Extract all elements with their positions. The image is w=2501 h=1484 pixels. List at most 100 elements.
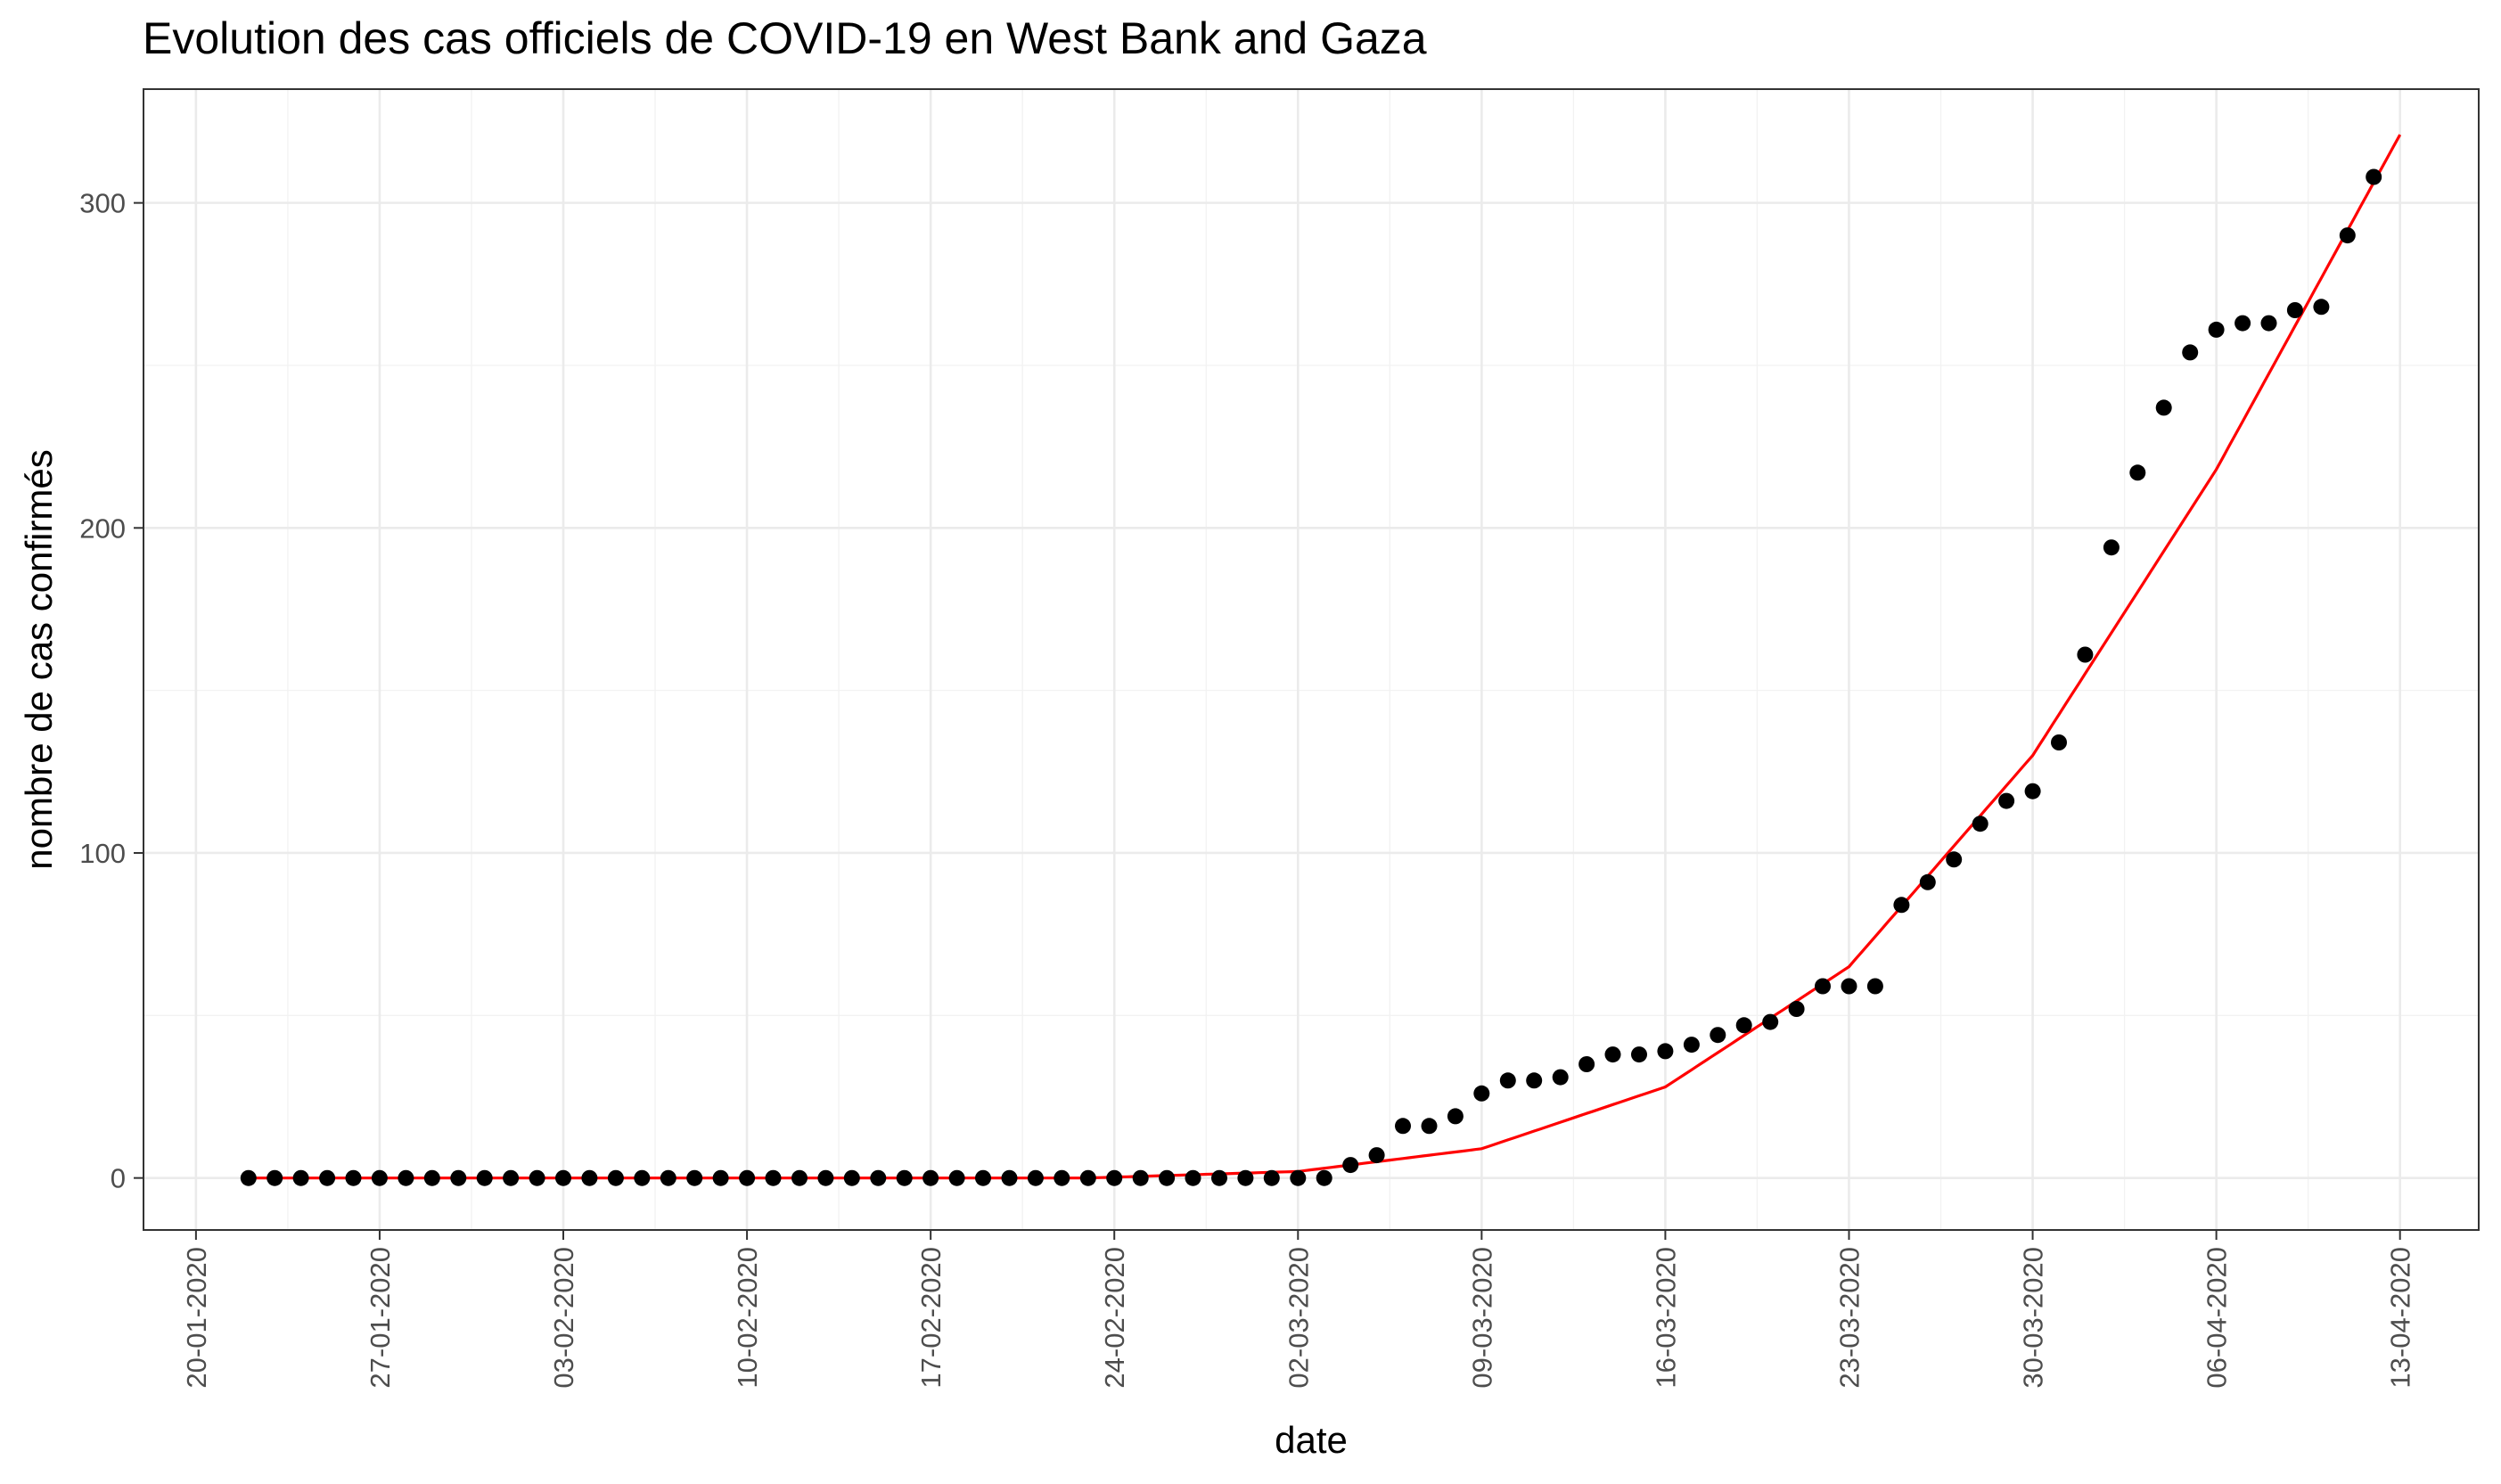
y-axis-title: nombre de cas confirmés [18,449,60,870]
data-point [1657,1043,1674,1060]
y-tick-label: 300 [79,188,126,219]
x-tick-label: 09-03-2020 [1466,1247,1497,1389]
x-axis-title: date [1275,1419,1348,1461]
data-point [398,1169,414,1186]
data-point [607,1169,624,1186]
data-point [870,1169,887,1186]
data-point [1185,1169,1201,1186]
data-point [266,1169,283,1186]
x-tick-label: 24-02-2020 [1099,1247,1130,1389]
data-point [1762,1013,1779,1030]
x-tick-label: 20-01-2020 [181,1247,212,1389]
data-point [292,1169,309,1186]
data-point [2366,168,2382,185]
x-tick-label: 27-01-2020 [365,1247,396,1389]
data-point [450,1169,467,1186]
data-point [1106,1169,1123,1186]
data-point [423,1169,440,1186]
data-point [1499,1072,1516,1089]
data-point [791,1169,808,1186]
data-point [2129,464,2146,481]
data-point [1473,1085,1490,1102]
data-point [319,1169,336,1186]
grid-minor [144,89,2479,1230]
data-point [1054,1169,1070,1186]
fit-layer [248,134,2402,1180]
data-point [2155,399,2172,416]
data-point [843,1169,860,1186]
y-tick-label: 100 [79,838,126,869]
data-point [975,1169,991,1186]
data-point [581,1169,598,1186]
data-point [1132,1169,1149,1186]
data-point [1815,978,1831,995]
data-point [1631,1046,1647,1063]
fit-curve [248,134,2402,1180]
data-point [2024,783,2041,799]
data-point [1866,978,1883,995]
data-point [1683,1037,1700,1054]
data-point [948,1169,965,1186]
data-point [2182,344,2199,361]
data-point [817,1169,834,1186]
data-point [1552,1069,1569,1086]
data-point [765,1169,782,1186]
x-tick-label: 02-03-2020 [1283,1247,1314,1389]
data-point [2077,646,2094,663]
x-tick-label: 13-04-2020 [2385,1247,2416,1389]
grid-major [144,89,2479,1230]
data-point [1788,1001,1805,1017]
data-point [529,1169,545,1186]
data-point [1946,851,1963,868]
data-point [503,1169,520,1186]
data-point [712,1169,729,1186]
x-tick-label: 06-04-2020 [2202,1247,2233,1389]
data-point [1421,1118,1438,1135]
data-point [345,1169,362,1186]
data-point [1841,978,1857,995]
data-point [240,1169,257,1186]
data-point [1368,1147,1385,1164]
data-point [1735,1017,1752,1034]
data-point [1447,1108,1464,1125]
data-point [634,1169,651,1186]
data-point [1159,1169,1176,1186]
data-point [1027,1169,1044,1186]
x-tick-label: 16-03-2020 [1650,1247,1681,1389]
points-layer [240,168,2382,1186]
data-point [922,1169,939,1186]
chart-title: Evolution des cas officiels de COVID-19 … [143,13,1427,63]
data-point [2339,227,2356,244]
data-point [1604,1046,1621,1063]
data-point [1998,792,2015,809]
data-point [371,1169,388,1186]
data-point [739,1169,756,1186]
x-tick-label: 03-02-2020 [548,1247,579,1389]
data-point [1079,1169,1096,1186]
data-point [1893,897,1910,914]
data-point [2286,302,2303,318]
data-point [2051,734,2067,750]
x-tick-label: 10-02-2020 [732,1247,763,1389]
y-tick-label: 200 [79,512,126,544]
data-point [1290,1169,1307,1186]
data-point [1919,873,1936,890]
x-tick-label: 30-03-2020 [2018,1247,2049,1389]
data-point [1316,1169,1332,1186]
data-point [1263,1169,1280,1186]
data-point [1211,1169,1227,1186]
data-point [2234,315,2251,332]
data-point [2208,321,2225,338]
data-point [1237,1169,1254,1186]
data-point [555,1169,571,1186]
x-axis: 20-01-2020 27-01-2020 03-02-2020 10-02-2020… [181,1230,2416,1389]
x-tick-label: 23-03-2020 [1833,1247,1865,1389]
y-tick-label: 0 [111,1163,126,1194]
data-point [1395,1118,1411,1135]
data-point [1526,1072,1543,1089]
data-point [1710,1027,1726,1044]
data-point [2260,315,2277,332]
data-point [476,1169,493,1186]
panel-border [143,88,2480,1231]
